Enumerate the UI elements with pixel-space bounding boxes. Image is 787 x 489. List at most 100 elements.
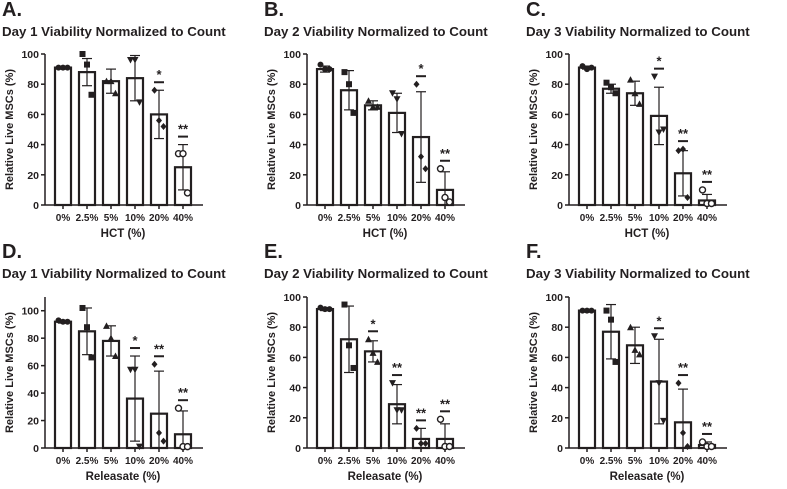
- x-axis-label: Releasate (%): [86, 471, 161, 483]
- data-point-triangle-up: [103, 322, 110, 329]
- data-point-triangle-up: [112, 89, 119, 97]
- chart-svg: B. Day 2 Viability Normalized to Count Rel…: [264, 0, 488, 240]
- x-tick-label: 0%: [56, 213, 71, 224]
- data-point-circle: [326, 66, 333, 73]
- significance-label: *: [656, 313, 662, 328]
- data-point-circle: [317, 304, 324, 311]
- data-point-triangle-down: [393, 407, 401, 414]
- panel-letter: D.: [2, 241, 22, 263]
- x-axis-label: Releasate (%): [348, 471, 423, 483]
- data-point-open-circle: [436, 165, 445, 173]
- x-axis-label: HCT (%): [101, 228, 146, 240]
- data-point-triangle-up: [636, 100, 643, 107]
- y-tick-label: 100: [21, 49, 39, 61]
- data-point-square: [350, 364, 357, 371]
- significance-label: **: [678, 126, 689, 141]
- bar-2.5%: [601, 87, 621, 207]
- x-tick-label: 10%: [387, 213, 407, 224]
- y-tick-label: 60: [551, 352, 563, 364]
- data-point-circle: [322, 66, 328, 73]
- data-point-triangle-down: [655, 129, 663, 137]
- data-point-diamond: [680, 145, 686, 153]
- chart-panel-d: D. Day 1 Viability Normalized to Count Rel…: [0, 240, 262, 484]
- data-point-triangle-down: [660, 126, 667, 133]
- y-tick-label: 40: [27, 388, 39, 400]
- data-point-square: [608, 316, 614, 323]
- data-point-triangle-up: [631, 346, 639, 353]
- data-point-circle: [317, 61, 324, 68]
- y-tick-label: 100: [283, 49, 301, 61]
- data-point-diamond: [156, 116, 162, 124]
- chart-svg: E. Day 2 Viability Normalized to Count Rel…: [264, 241, 488, 483]
- data-point-triangle-up: [369, 349, 377, 356]
- data-point-triangle-up: [627, 323, 634, 331]
- y-tick-label: 20: [289, 413, 301, 425]
- data-point-triangle-up: [107, 77, 115, 85]
- data-point-triangle-up: [374, 358, 381, 365]
- data-point-triangle-up: [112, 352, 119, 360]
- panel-letter: F.: [526, 241, 542, 263]
- y-tick-label: 60: [289, 352, 301, 364]
- significance-label: **: [678, 360, 689, 375]
- y-tick-label: 80: [289, 79, 301, 91]
- data-point-diamond: [160, 122, 167, 130]
- significance-label: *: [656, 54, 662, 69]
- data-point-open-circle: [707, 199, 716, 208]
- y-tick-label: 100: [545, 49, 563, 61]
- chart-panel-e: E. Day 2 Viability Normalized to Count Rel…: [262, 240, 524, 484]
- data-point-square: [603, 307, 610, 314]
- x-tick-label: 20%: [411, 213, 431, 224]
- bar-0%: [315, 307, 335, 450]
- data-point-triangle-down: [131, 366, 139, 374]
- bar-0%: [577, 66, 597, 207]
- significance-label: **: [702, 167, 713, 182]
- x-axis-label: HCT (%): [363, 228, 408, 240]
- y-axis-label: Relative Live MSCs (%): [266, 312, 278, 433]
- data-point-triangle-down: [655, 380, 663, 387]
- y-tick-label: 20: [27, 170, 39, 182]
- panel-letter: B.: [264, 0, 284, 21]
- y-tick-label: 0: [33, 200, 39, 212]
- y-tick-label: 100: [21, 306, 39, 318]
- y-tick-label: 0: [33, 443, 39, 455]
- data-point-triangle-down: [389, 90, 396, 97]
- data-point-circle: [579, 307, 586, 314]
- x-tick-label: 20%: [673, 213, 693, 224]
- x-axis-label: Releasate (%): [610, 471, 685, 483]
- bar-5%: [363, 104, 383, 207]
- y-axis-label: Relative Live MSCs (%): [4, 312, 16, 433]
- y-tick-label: 60: [27, 361, 39, 373]
- data-point-square: [84, 61, 90, 68]
- data-point-square: [79, 304, 86, 311]
- x-tick-label: 2.5%: [338, 456, 361, 467]
- x-tick-label: 40%: [697, 456, 717, 467]
- data-point-triangle-down: [398, 131, 405, 138]
- data-point-open-circle: [179, 149, 187, 158]
- x-tick-label: 0%: [56, 456, 71, 467]
- y-tick-label: 60: [27, 109, 39, 121]
- y-tick-label: 40: [289, 383, 301, 395]
- significance-label: **: [440, 396, 451, 411]
- x-tick-label: 0%: [318, 456, 333, 467]
- significance-label: **: [702, 419, 713, 434]
- x-tick-label: 40%: [435, 456, 455, 467]
- significance-label: **: [154, 341, 165, 356]
- data-point-circle: [584, 307, 590, 314]
- y-tick-label: 20: [551, 413, 563, 425]
- significance-label: **: [416, 405, 427, 420]
- data-point-open-circle: [183, 189, 192, 197]
- chart-title: Day 1 Viability Normalized to Count: [2, 266, 226, 281]
- data-point-triangle-up: [636, 350, 643, 358]
- x-tick-label: 40%: [173, 456, 193, 467]
- data-point-open-circle: [174, 404, 183, 412]
- data-point-square: [346, 81, 352, 88]
- data-point-diamond: [413, 80, 420, 88]
- bar-5%: [625, 92, 645, 207]
- x-tick-label: 5%: [628, 213, 643, 224]
- data-point-triangle-down: [393, 96, 401, 103]
- data-point-circle: [64, 64, 71, 71]
- chart-title: Day 3 Viability Normalized to Count: [526, 24, 750, 39]
- bar-0%: [53, 320, 73, 450]
- data-point-triangle-down: [398, 407, 405, 414]
